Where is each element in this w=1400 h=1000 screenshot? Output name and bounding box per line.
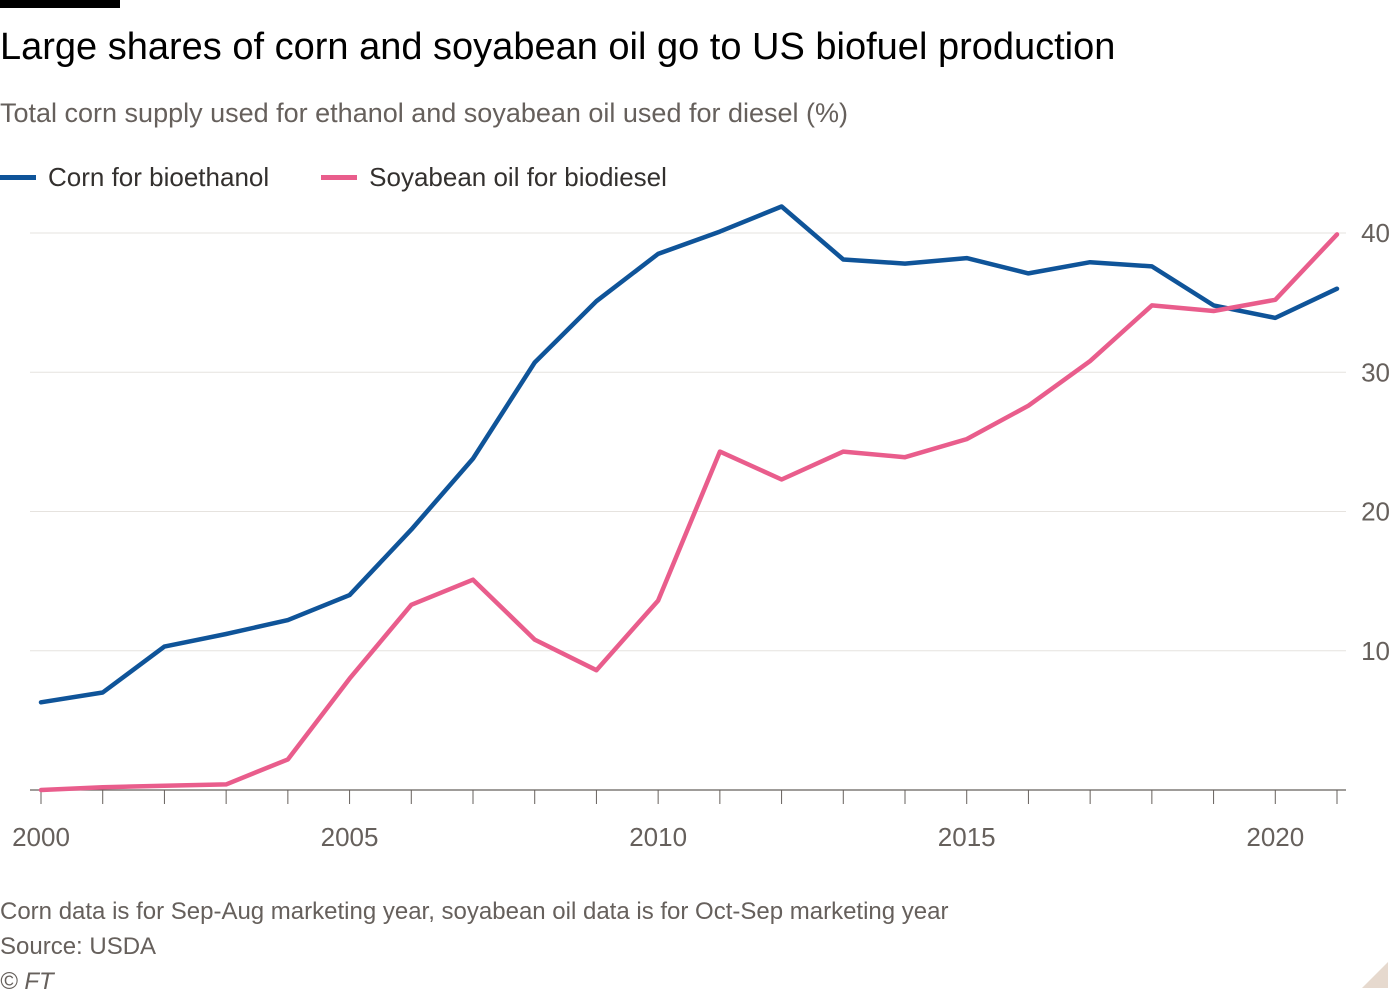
series-lines <box>38 204 1340 793</box>
legend-label-soyabean: Soyabean oil for biodiesel <box>369 161 667 192</box>
legend-item-soyabean: Soyabean oil for biodiesel <box>321 162 667 193</box>
line-chart: 10 20 30 40 2000 2005 2010 2015 2020 <box>12 204 1390 852</box>
x-tick-label-2005: 2005 <box>321 822 379 852</box>
grid-lines <box>30 232 1346 652</box>
chart-title: Large shares of corn and soyabean oil go… <box>0 26 1116 68</box>
y-tick-label-20: 20 <box>1361 497 1390 527</box>
legend-item-corn: Corn for bioethanol <box>0 162 269 193</box>
top-accent-bar <box>0 0 120 8</box>
footnote: Corn data is for Sep-Aug marketing year,… <box>0 898 949 925</box>
source-note: Source: USDA <box>0 933 157 960</box>
copyright-note: © FT <box>0 968 54 995</box>
series-line-soyabean <box>38 232 1340 793</box>
legend: Corn for bioethanol Soyabean oil for bio… <box>0 160 719 194</box>
x-tick-label-2010: 2010 <box>629 822 687 852</box>
legend-label-corn: Corn for bioethanol <box>48 161 270 192</box>
x-tick-label-2015: 2015 <box>938 822 996 852</box>
legend-swatch-soyabean <box>321 174 358 180</box>
chart-subtitle: Total corn supply used for ethanol and s… <box>0 98 849 128</box>
corner-mark-icon <box>1362 962 1388 988</box>
x-tick-label-2020: 2020 <box>1246 822 1304 852</box>
series-line-corn <box>38 204 1340 705</box>
y-tick-label-10: 10 <box>1361 636 1390 666</box>
legend-swatch-corn <box>0 174 36 180</box>
y-tick-label-30: 30 <box>1361 357 1390 387</box>
y-tick-label-40: 40 <box>1361 218 1390 248</box>
tick-labels: 10 20 30 40 2000 2005 2010 2015 2020 <box>12 218 1390 852</box>
x-tick-label-2000: 2000 <box>12 822 70 852</box>
x-axis <box>30 789 1346 804</box>
